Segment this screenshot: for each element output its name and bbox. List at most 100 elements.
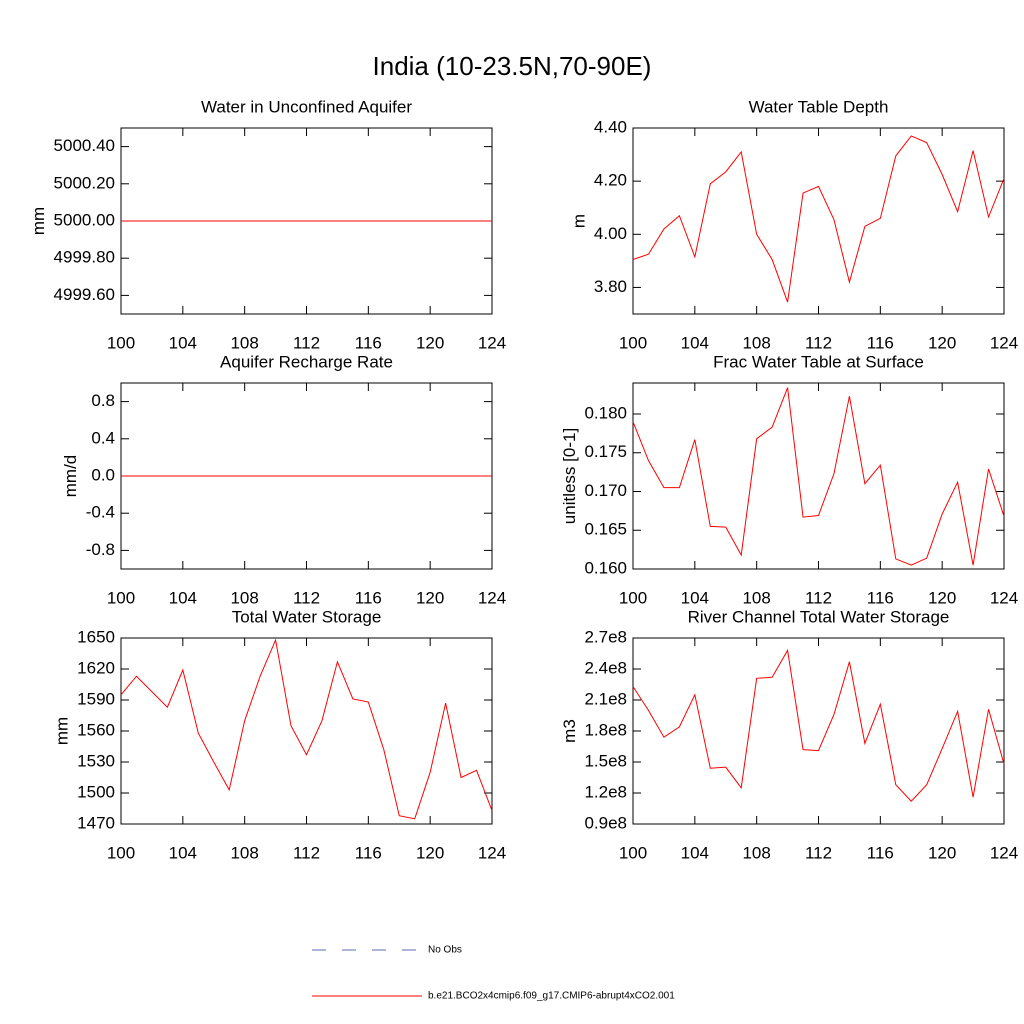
panel-title: River Channel Total Water Storage xyxy=(688,607,950,626)
x-tick-label: 116 xyxy=(355,333,382,352)
x-tick-label: 124 xyxy=(990,588,1018,607)
y-tick-label: 4999.80 xyxy=(54,248,115,267)
x-tick-label: 108 xyxy=(742,843,770,862)
x-tick-label: 104 xyxy=(681,588,709,607)
y-tick-label: 0.175 xyxy=(584,442,627,461)
x-tick-label: 124 xyxy=(990,843,1018,862)
y-tick-label: 1.8e8 xyxy=(584,720,627,739)
y-tick-label: 2.4e8 xyxy=(584,658,627,677)
y-tick-label: -0.8 xyxy=(86,540,115,559)
panel-title: Total Water Storage xyxy=(232,607,382,626)
x-tick-label: 108 xyxy=(742,333,770,352)
plot-frame xyxy=(632,382,1005,570)
x-tick-label: 112 xyxy=(293,333,320,352)
x-tick-label: 108 xyxy=(230,333,258,352)
x-tick-label: 100 xyxy=(107,843,135,862)
y-tick-label: 4.00 xyxy=(594,224,627,243)
panel-title: Water in Unconfined Aquifer xyxy=(201,97,412,116)
data-line xyxy=(632,387,1005,566)
y-tick-label: 1590 xyxy=(77,689,115,708)
x-tick-label: 116 xyxy=(355,843,382,862)
x-tick-label: 104 xyxy=(681,843,709,862)
x-tick-label: 112 xyxy=(293,588,320,607)
y-tick-label: 1620 xyxy=(77,658,115,677)
y-tick-label: 2.7e8 xyxy=(584,627,627,646)
x-tick-label: 116 xyxy=(867,588,894,607)
y-tick-label: 1530 xyxy=(77,751,115,770)
y-tick-label: 1470 xyxy=(77,813,115,832)
x-tick-label: 124 xyxy=(478,333,506,352)
y-tick-label: 5000.40 xyxy=(54,136,115,155)
figure-title: India (10-23.5N,70-90E) xyxy=(373,51,652,81)
y-tick-label: 5000.00 xyxy=(54,210,115,229)
panel-title: Frac Water Table at Surface xyxy=(713,352,924,371)
y-tick-label: 0.8 xyxy=(91,391,115,410)
plot-frame xyxy=(632,127,1005,315)
x-tick-label: 100 xyxy=(107,588,135,607)
x-tick-label: 104 xyxy=(169,843,197,862)
x-tick-label: 120 xyxy=(928,588,956,607)
x-tick-label: 120 xyxy=(928,843,956,862)
y-tick-label: 0.9e8 xyxy=(584,813,627,832)
y-tick-label: 5000.20 xyxy=(54,173,115,192)
x-tick-label: 120 xyxy=(416,588,444,607)
x-tick-label: 100 xyxy=(107,333,135,352)
x-tick-label: 108 xyxy=(230,843,258,862)
y-tick-label: 3.80 xyxy=(594,277,627,296)
y-axis-label: mm/d xyxy=(61,455,80,498)
y-axis-label: mm xyxy=(29,207,48,235)
x-tick-label: 104 xyxy=(169,333,197,352)
y-axis-label: m3 xyxy=(560,719,579,743)
panel: Water in Unconfined Aquifer 100 104 108 112 1… xyxy=(29,97,506,352)
panel: Total Water Storage 100 104 108 112 116 120 124… xyxy=(53,607,507,862)
x-tick-label: 112 xyxy=(805,588,832,607)
panel: River Channel Total Water Storage 100 104 1… xyxy=(560,607,1018,862)
y-tick-label: 1.2e8 xyxy=(584,782,627,801)
panel-title: Water Table Depth xyxy=(749,97,889,116)
y-axis-label: unitless [0-1] xyxy=(560,428,579,524)
legend-label: b.e21.BCO2x4cmip6.f09_g17.CMIP6-abrupt4x… xyxy=(428,991,675,1002)
x-tick-label: 104 xyxy=(681,333,709,352)
plot-frame xyxy=(632,637,1005,825)
x-tick-label: 124 xyxy=(478,588,506,607)
legend-label: No Obs xyxy=(428,945,462,956)
y-tick-label: 0.4 xyxy=(91,428,115,447)
panel-title: Aquifer Recharge Rate xyxy=(220,352,393,371)
x-tick-label: 112 xyxy=(293,843,320,862)
plot-frame xyxy=(120,637,493,825)
x-tick-label: 100 xyxy=(619,588,647,607)
data-line xyxy=(632,648,1005,802)
x-tick-label: 100 xyxy=(619,333,647,352)
y-tick-label: -0.4 xyxy=(86,503,115,522)
y-tick-label: 2.1e8 xyxy=(584,689,627,708)
y-axis-label: mm xyxy=(53,717,72,745)
y-tick-label: 0.165 xyxy=(584,520,627,539)
x-tick-label: 104 xyxy=(169,588,197,607)
y-axis-label: m xyxy=(569,214,588,228)
x-tick-label: 124 xyxy=(990,333,1018,352)
panel: Water Table Depth 100 104 108 112 116 120 124 3.… xyxy=(569,97,1018,352)
panel: Frac Water Table at Surface 100 104 108 112 1… xyxy=(560,352,1018,607)
x-tick-label: 100 xyxy=(619,843,647,862)
y-tick-label: 1560 xyxy=(77,720,115,739)
x-tick-label: 120 xyxy=(416,333,444,352)
y-tick-label: 0.160 xyxy=(584,558,627,577)
x-tick-label: 116 xyxy=(867,843,894,862)
y-tick-label: 1650 xyxy=(77,627,115,646)
y-tick-label: 4999.60 xyxy=(54,285,115,304)
y-tick-label: 0.0 xyxy=(91,465,115,484)
x-tick-label: 108 xyxy=(742,588,770,607)
x-tick-label: 112 xyxy=(805,333,832,352)
panel: Aquifer Recharge Rate 100 104 108 112 116 120 1… xyxy=(61,352,506,607)
y-tick-label: 4.20 xyxy=(594,171,627,190)
y-tick-label: 0.170 xyxy=(584,481,627,500)
x-tick-label: 112 xyxy=(805,843,832,862)
x-tick-label: 116 xyxy=(867,333,894,352)
x-tick-label: 116 xyxy=(355,588,382,607)
x-tick-label: 124 xyxy=(478,843,506,862)
x-tick-label: 120 xyxy=(928,333,956,352)
y-tick-label: 1500 xyxy=(77,782,115,801)
data-line xyxy=(632,135,1005,303)
y-tick-label: 0.180 xyxy=(584,403,627,422)
